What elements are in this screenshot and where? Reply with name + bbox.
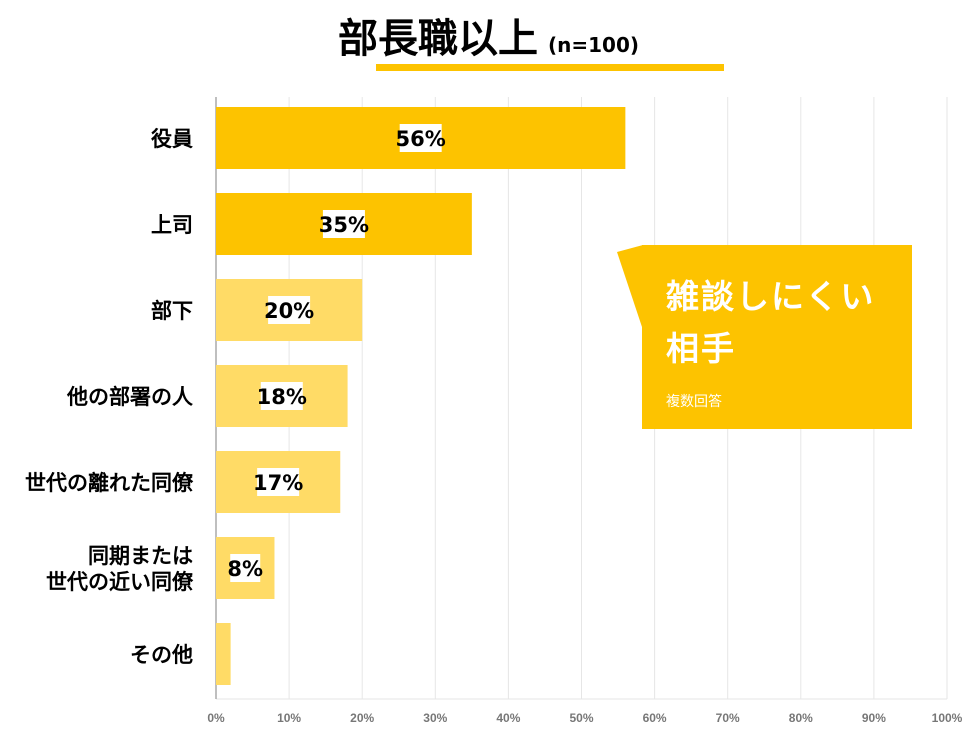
chart-subtitle: (n=100) — [547, 33, 640, 57]
category-label: 上司 — [151, 213, 193, 237]
x-tick-label: 40% — [496, 711, 520, 725]
category-label: 世代の近い同僚 — [46, 570, 194, 594]
chart-title: 部長職以上 — [337, 16, 538, 62]
x-tick-label: 30% — [423, 711, 447, 725]
value-label-bg — [268, 296, 311, 324]
value-label-bg — [399, 124, 442, 152]
chart-title-row: 部長職以上 (n=100) — [0, 6, 977, 64]
value-label-bg — [322, 210, 365, 238]
title-underline — [376, 64, 724, 71]
value-label: 18% — [257, 385, 307, 409]
category-label: 役員 — [151, 127, 193, 151]
value-label-bg — [230, 554, 261, 582]
value-label: 20% — [264, 299, 314, 323]
category-label: 部下 — [151, 299, 193, 323]
category-label: 同期または — [88, 544, 193, 568]
x-tick-label: 70% — [716, 711, 740, 725]
x-tick-label: 10% — [277, 711, 301, 725]
bar — [216, 623, 231, 685]
callout-title-line2: 相手 — [666, 329, 736, 368]
callout-title-line1: 雑談しにくい — [666, 277, 876, 316]
x-tick-label: 60% — [643, 711, 667, 725]
callout-note: 複数回答 — [666, 394, 722, 410]
x-tick-label: 80% — [789, 711, 813, 725]
category-label: その他 — [130, 643, 193, 667]
x-tick-label: 90% — [862, 711, 886, 725]
callout-title: 雑談しにくい 相手 — [666, 271, 875, 375]
value-label: 8% — [227, 557, 263, 581]
value-label-bg — [260, 382, 303, 410]
value-label: 17% — [253, 471, 303, 495]
x-tick-label: 50% — [569, 711, 593, 725]
category-label: 世代の離れた同僚 — [25, 471, 194, 495]
value-label: 56% — [396, 127, 446, 151]
x-tick-label: 20% — [350, 711, 374, 725]
value-label-bg — [257, 468, 300, 496]
callout-box: 雑談しにくい 相手 複数回答 — [642, 245, 912, 429]
value-label: 35% — [319, 213, 369, 237]
x-tick-label: 0% — [207, 711, 225, 725]
x-tick-label: 100% — [932, 711, 963, 725]
category-label: 他の部署の人 — [66, 385, 193, 409]
